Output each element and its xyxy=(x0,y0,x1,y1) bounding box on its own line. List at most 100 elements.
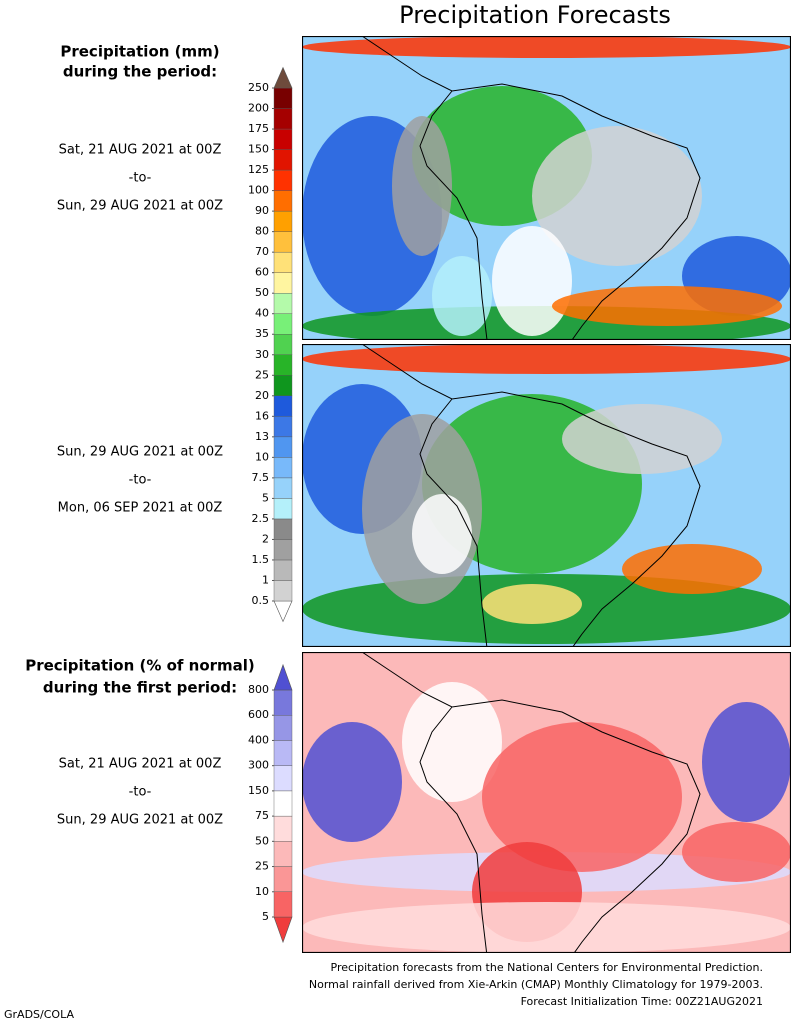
colorbar-swatch xyxy=(273,375,293,396)
coastline xyxy=(361,36,701,340)
colorbar-swatch xyxy=(273,334,293,355)
colorbar-swatch xyxy=(273,149,293,171)
legend-title: Precipitation (mm) xyxy=(60,43,219,61)
colorbar-tick-label: 5 xyxy=(262,910,269,923)
colorbar-arrow xyxy=(273,66,293,89)
map-field xyxy=(392,116,452,256)
colorbar-swatch xyxy=(273,313,293,335)
map-field xyxy=(552,286,782,326)
map-field xyxy=(532,126,702,266)
colorbar-swatch xyxy=(273,251,293,273)
colorbar-tick-label: 150 xyxy=(248,784,269,797)
legend-title: during the period: xyxy=(63,63,217,81)
colorbar-tick-label: 175 xyxy=(248,122,269,135)
colorbar-swatch xyxy=(273,866,293,892)
colorbar-swatch xyxy=(273,169,293,191)
colorbar-tick-label: 1.5 xyxy=(252,553,270,566)
colorbar-tick-label: 150 xyxy=(248,143,269,156)
coastline xyxy=(361,652,701,953)
footer-line: Forecast Initialization Time: 00Z21AUG20… xyxy=(521,995,763,1008)
colorbar-tick-label: 100 xyxy=(248,184,269,197)
map-field xyxy=(682,822,791,882)
coastline xyxy=(361,344,701,647)
period-start: Sat, 21 AUG 2021 at 00Z xyxy=(59,143,222,158)
colorbar-tick-label: 10 xyxy=(255,885,269,898)
colorbar-tick-label: 600 xyxy=(248,708,269,721)
colorbar-swatch xyxy=(273,190,293,212)
colorbar-swatch xyxy=(273,518,293,540)
colorbar-swatch xyxy=(273,539,293,561)
colorbar-swatch xyxy=(273,559,293,581)
colorbar-swatch xyxy=(273,580,293,602)
colorbar-swatch xyxy=(273,815,293,842)
colorbar-swatch xyxy=(273,891,293,918)
colorbar-tick-label: 75 xyxy=(255,809,269,822)
colorbar-swatch xyxy=(273,498,293,520)
map-field xyxy=(482,722,682,872)
colorbar-tick-label: 200 xyxy=(248,102,269,115)
colorbar-tick-label: 20 xyxy=(255,389,269,402)
map-panel xyxy=(302,36,791,340)
colorbar-tick-label: 300 xyxy=(248,759,269,772)
colorbar-swatch xyxy=(273,395,293,417)
colorbar-tick-label: 125 xyxy=(248,163,269,176)
colorbar-swatch xyxy=(273,416,293,438)
colorbar-tick-label: 5 xyxy=(262,491,269,504)
map-field xyxy=(432,256,492,336)
map-field xyxy=(412,494,472,574)
colorbar-tick-label: 0.5 xyxy=(252,594,270,607)
map-field xyxy=(492,226,572,336)
legend-title: during the first period: xyxy=(43,679,237,697)
map-field xyxy=(702,702,791,822)
colorbar-tick-label: 2.5 xyxy=(252,512,270,525)
colorbar-tick-label: 13 xyxy=(255,430,269,443)
colorbar-tick-label: 1 xyxy=(262,573,269,586)
colorbar-tick-label: 10 xyxy=(255,450,269,463)
map-field xyxy=(302,722,402,842)
colorbar-swatch xyxy=(273,210,293,232)
map-panel xyxy=(302,344,791,647)
colorbar-arrow xyxy=(273,916,293,944)
period-start: Sat, 21 AUG 2021 at 00Z xyxy=(59,757,222,772)
colorbar-swatch xyxy=(273,841,293,867)
colorbar-tick-label: 250 xyxy=(248,81,269,94)
colorbar-swatch xyxy=(273,477,293,499)
colorbar-arrow xyxy=(273,663,293,691)
colorbar-tick-label: 400 xyxy=(248,733,269,746)
colorbar-tick-label: 60 xyxy=(255,266,269,279)
colorbar-tick-label: 35 xyxy=(255,327,269,340)
colorbar-swatch xyxy=(273,689,293,716)
colorbar-tick-label: 25 xyxy=(255,368,269,381)
colorbar-swatch xyxy=(273,457,293,479)
colorbar-swatch xyxy=(273,128,293,150)
title: Precipitation Forecasts xyxy=(399,1,671,29)
colorbar-swatch xyxy=(273,87,293,109)
colorbar-tick-label: 50 xyxy=(255,834,269,847)
period-end: Mon, 06 SEP 2021 at 00Z xyxy=(58,501,223,516)
colorbar-arrow xyxy=(273,600,293,623)
colorbar-tick-label: 7.5 xyxy=(252,471,270,484)
colorbar-tick-label: 80 xyxy=(255,225,269,238)
colorbar-swatch xyxy=(273,436,293,458)
map-field xyxy=(302,344,791,374)
colorbar-swatch xyxy=(273,108,293,130)
colorbar-tick-label: 70 xyxy=(255,245,269,258)
colorbar-tick-label: 40 xyxy=(255,307,269,320)
colorbar-swatch xyxy=(273,293,293,314)
maps xyxy=(302,36,791,953)
colorbar-swatch xyxy=(273,715,293,741)
colorbar-swatch xyxy=(273,740,293,766)
credit: GrADS/COLA xyxy=(4,1008,74,1021)
colorbar-swatch xyxy=(273,354,293,376)
colorbar-tick-label: 30 xyxy=(255,348,269,361)
map-field xyxy=(482,584,582,624)
map-field xyxy=(302,902,791,953)
map-field xyxy=(622,544,762,594)
footer-line: Normal rainfall derived from Xie-Arkin (… xyxy=(309,978,763,991)
period-sep: -to- xyxy=(129,171,152,186)
map-field xyxy=(402,682,502,802)
colorbar-tick-label: 50 xyxy=(255,286,269,299)
period-start: Sun, 29 AUG 2021 at 00Z xyxy=(57,445,223,460)
colorbar-tick-label: 16 xyxy=(255,409,269,422)
